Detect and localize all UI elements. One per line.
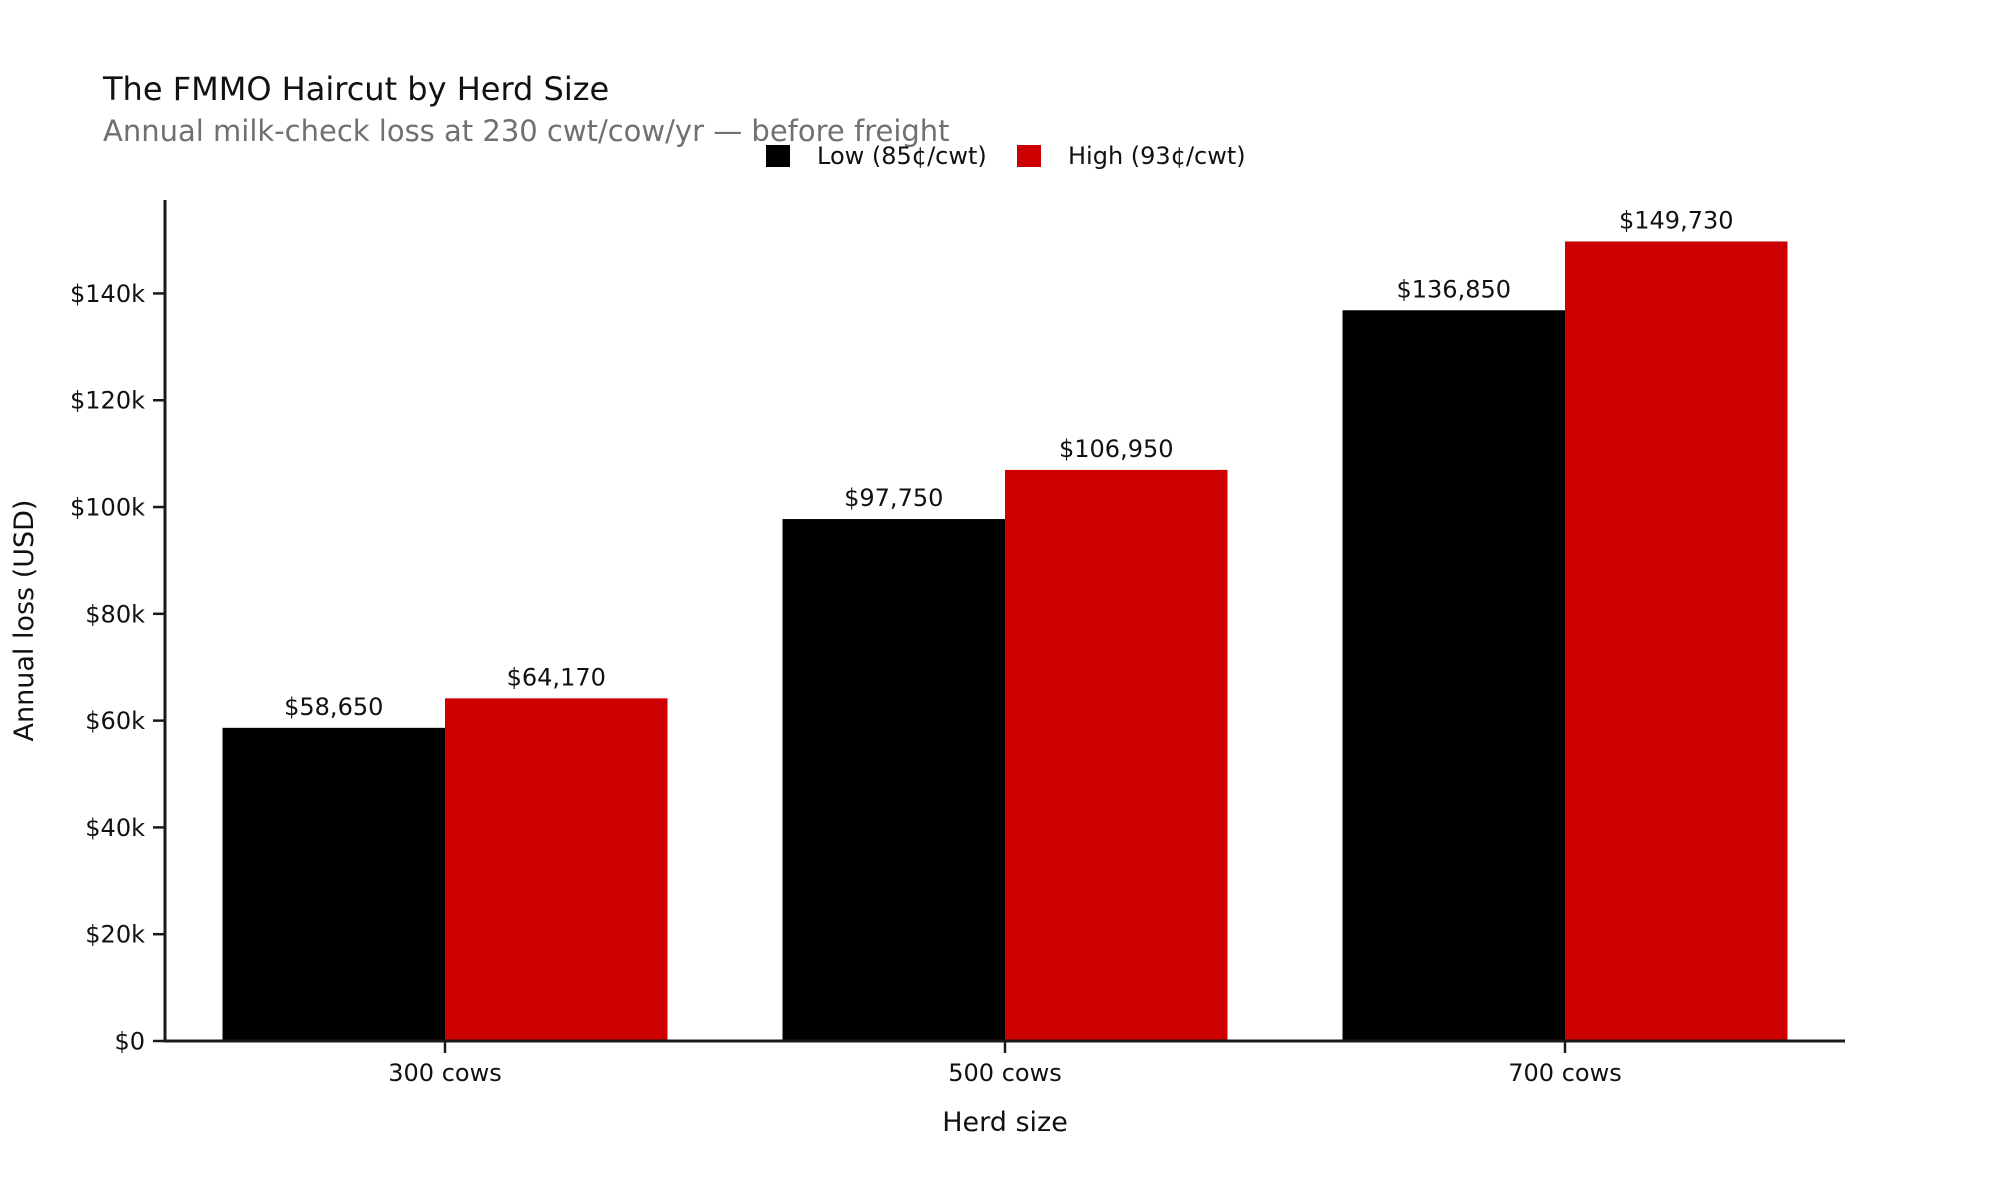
y-tick-label-$40k: $40k xyxy=(85,814,145,842)
chart-subtitle: Annual milk-check loss at 230 cwt/cow/yr… xyxy=(103,114,950,148)
legend-label-low: Low (85¢/cwt) xyxy=(817,142,987,170)
value-label-low-700-cows: $136,850 xyxy=(1396,275,1511,303)
legend-item-low: Low (85¢/cwt) xyxy=(766,142,987,170)
legend-swatch-low xyxy=(766,145,790,167)
y-tick-label-$60k: $60k xyxy=(85,707,145,735)
value-label-low-500-cows: $97,750 xyxy=(844,484,943,512)
y-tick-label-$100k: $100k xyxy=(70,494,145,522)
value-label-high-700-cows: $149,730 xyxy=(1619,206,1734,234)
chart-title: The FMMO Haircut by Herd Size xyxy=(103,70,610,108)
bar-low-700-cows xyxy=(1342,310,1565,1042)
y-axis-title: Annual loss (USD) xyxy=(9,500,40,742)
value-label-high-500-cows: $106,950 xyxy=(1059,435,1174,463)
bar-high-700-cows xyxy=(1565,241,1788,1042)
bar-high-500-cows xyxy=(1005,469,1228,1041)
x-axis-title: Herd size xyxy=(942,1107,1068,1138)
x-tick-label-500-cows: 500 cows xyxy=(948,1059,1061,1087)
y-tick-label-$20k: $20k xyxy=(85,921,145,949)
legend-label-high: High (93¢/cwt) xyxy=(1068,142,1246,170)
bar-low-300-cows xyxy=(222,727,445,1041)
legend-item-high: High (93¢/cwt) xyxy=(1017,142,1246,170)
y-tick-label-$120k: $120k xyxy=(70,387,145,415)
bar-low-500-cows xyxy=(782,519,1005,1041)
y-tick-label-$80k: $80k xyxy=(85,600,145,628)
bar-high-300-cows xyxy=(445,698,668,1041)
y-tick-label-$140k: $140k xyxy=(70,280,145,308)
y-tick-label-$0: $0 xyxy=(114,1028,145,1056)
value-label-low-300-cows: $58,650 xyxy=(284,693,383,721)
legend-swatch-high xyxy=(1017,145,1041,167)
x-tick-label-300-cows: 300 cows xyxy=(388,1059,501,1087)
value-label-high-300-cows: $64,170 xyxy=(507,663,606,691)
x-tick-label-700-cows: 700 cows xyxy=(1508,1059,1621,1087)
